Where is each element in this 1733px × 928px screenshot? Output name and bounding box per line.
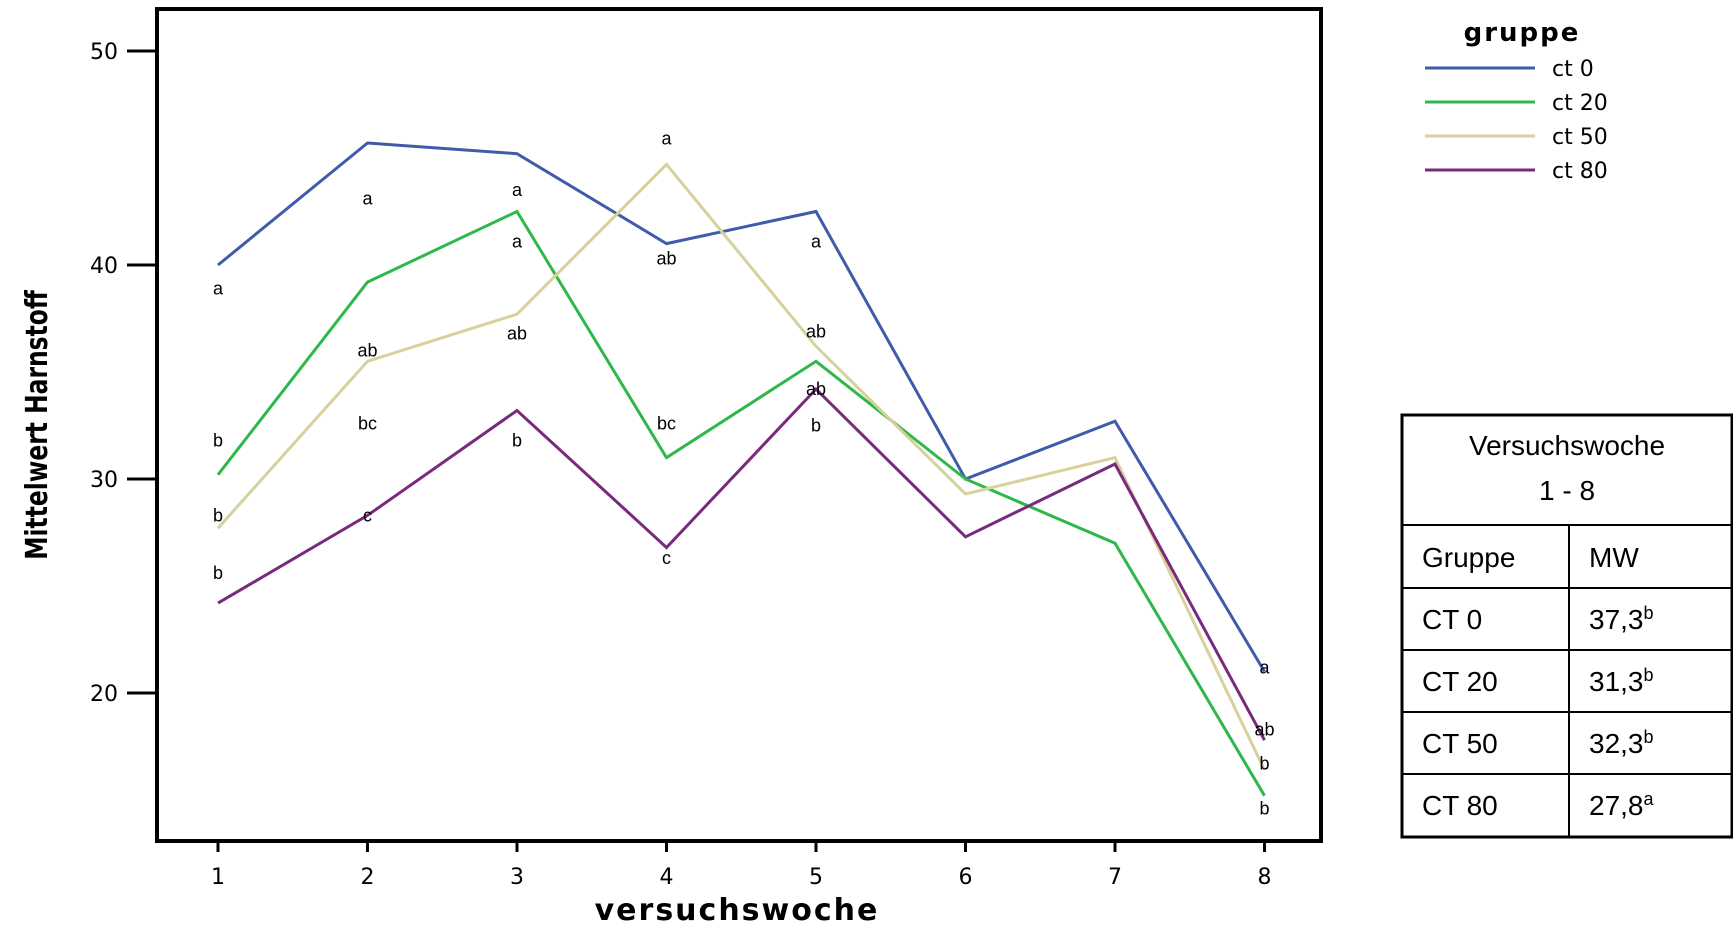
y-tick-label: 30 — [90, 468, 118, 493]
significance-label: a — [1259, 657, 1270, 677]
series-layer — [216, 141, 1266, 797]
significance-label: bc — [358, 413, 377, 433]
significance-label: b — [213, 563, 223, 583]
significance-label: ab — [357, 341, 377, 361]
x-tick-label: 4 — [660, 865, 674, 890]
series-line-ct-50 — [216, 162, 1266, 771]
x-tick-label: 7 — [1108, 865, 1122, 890]
table-col-mean-header: MW — [1589, 542, 1639, 573]
significance-label: a — [213, 279, 224, 299]
table-cell-group: CT 20 — [1422, 666, 1498, 697]
series-line-ct-20 — [216, 209, 1266, 797]
y-tick-label: 20 — [90, 682, 118, 707]
table-cell-group: CT 80 — [1422, 790, 1498, 821]
table-cell-mean: 27,8a — [1589, 789, 1655, 821]
significance-label: a — [512, 180, 523, 200]
x-tick-label: 8 — [1258, 865, 1272, 890]
table-border — [1400, 413, 1733, 839]
significance-label: bc — [657, 413, 676, 433]
x-axis: 1 2 3 4 5 6 7 8 — [211, 841, 1272, 890]
significance-label: a — [661, 129, 672, 149]
table-header-line2: 1 - 8 — [1539, 475, 1595, 506]
table-cell-mean: 32,3b — [1589, 727, 1654, 759]
x-tick-label: 1 — [211, 865, 225, 890]
y-tick-label: 40 — [90, 254, 118, 279]
y-axis: 20 30 40 50 — [90, 40, 157, 707]
significance-label: b — [213, 505, 223, 525]
significance-label: a — [811, 231, 822, 251]
x-tick-label: 3 — [510, 865, 524, 890]
table-header-line1: Versuchswoche — [1469, 430, 1665, 461]
significance-label: ab — [656, 249, 676, 269]
legend-label: ct 80 — [1552, 159, 1608, 184]
significance-label: a — [512, 231, 523, 251]
y-tick-label: 50 — [90, 40, 118, 65]
legend-label: ct 50 — [1552, 125, 1608, 150]
legend: gruppe ct 0 ct 20 ct 50 ct 80 — [1425, 18, 1608, 184]
x-tick-label: 2 — [361, 865, 375, 890]
significance-label: b — [213, 430, 223, 450]
significance-label: ab — [507, 323, 527, 343]
significance-label: ab — [1254, 719, 1274, 739]
x-tick-label: 6 — [959, 865, 973, 890]
legend-label: ct 20 — [1552, 91, 1608, 116]
legend-label: ct 0 — [1552, 57, 1594, 82]
significance-label: ab — [806, 379, 826, 399]
table-cell-mean: 37,3b — [1589, 603, 1654, 635]
significance-label: b — [512, 430, 522, 450]
series-line-ct-80 — [217, 386, 1266, 741]
plot-frame — [155, 7, 1323, 843]
table-cell-mean: 31,3b — [1589, 665, 1654, 697]
x-tick-label: 5 — [809, 865, 823, 890]
significance-label: b — [1259, 754, 1269, 774]
significance-label: a — [362, 189, 373, 209]
significance-label: ab — [806, 321, 826, 341]
series-line-ct-0 — [217, 141, 1266, 673]
table-cell-group: CT 50 — [1422, 728, 1498, 759]
significance-label: c — [662, 548, 671, 568]
x-axis-title: versuchswoche — [595, 893, 880, 928]
significance-label: c — [363, 505, 372, 525]
y-axis-title: Mittelwert Harnstoff — [20, 289, 55, 560]
significance-label: b — [811, 416, 821, 436]
table-cell-group: CT 0 — [1422, 604, 1482, 635]
legend-title: gruppe — [1464, 18, 1581, 48]
significance-label: b — [1259, 799, 1269, 819]
summary-table: Versuchswoche 1 - 8 Gruppe MW CT 0 37,3b C… — [1400, 413, 1733, 839]
table-col-group-header: Gruppe — [1422, 542, 1515, 573]
